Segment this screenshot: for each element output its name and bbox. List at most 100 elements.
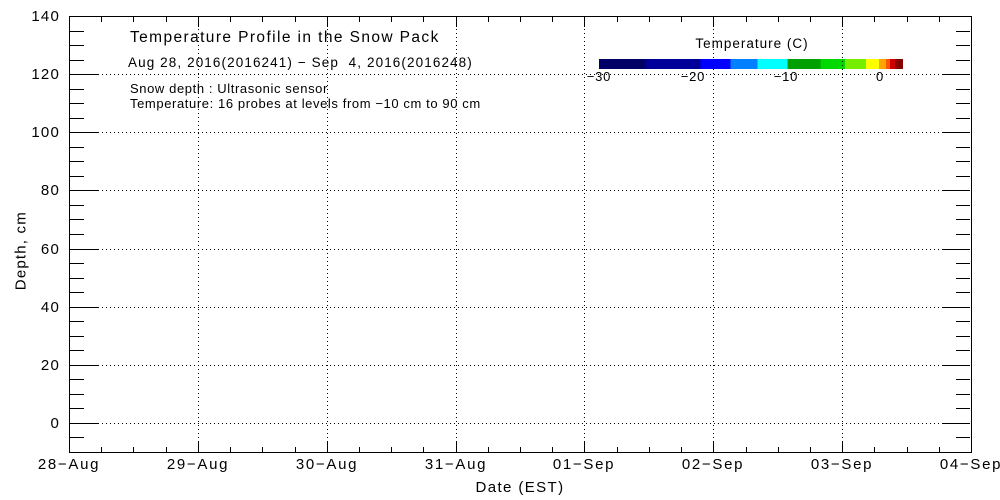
x-axis-title: Date (EST) (475, 479, 565, 496)
y-gridline (70, 132, 970, 133)
x-tick-label: 31−Aug (424, 456, 488, 473)
x-axis-tick (456, 442, 457, 452)
y-minor-tick (70, 263, 84, 264)
y-axis-tick (942, 423, 970, 424)
x-minor-tick (810, 447, 811, 452)
x-gridline (842, 17, 843, 451)
y-minor-tick (956, 45, 970, 46)
x-axis-tick (584, 442, 585, 452)
y-axis-tick (70, 132, 98, 133)
y-axis-tick (942, 132, 970, 133)
x-minor-tick (520, 447, 521, 452)
y-gridline (70, 249, 970, 250)
y-minor-tick (956, 234, 970, 235)
x-gridline (713, 17, 714, 451)
y-minor-tick (70, 205, 84, 206)
y-tick-label: 80 (40, 182, 60, 199)
y-tick-label: 20 (40, 357, 60, 374)
x-minor-tick (101, 17, 102, 22)
x-minor-tick (295, 17, 296, 22)
x-minor-tick (230, 17, 231, 22)
x-tick-label: 03−Sep (810, 456, 874, 473)
y-axis-tick (70, 365, 98, 366)
x-minor-tick (520, 17, 521, 22)
y-minor-tick (956, 336, 970, 337)
y-minor-tick (70, 31, 84, 32)
x-minor-tick (939, 447, 940, 452)
x-axis-tick (69, 17, 70, 27)
y-gridline (70, 74, 970, 75)
x-minor-tick (746, 17, 747, 22)
x-minor-tick (359, 447, 360, 452)
y-minor-tick (956, 205, 970, 206)
x-tick-label: 29−Aug (166, 456, 230, 473)
y-minor-tick (70, 292, 84, 293)
y-axis-tick (942, 307, 970, 308)
x-minor-tick (423, 17, 424, 22)
y-minor-tick (70, 350, 84, 351)
x-axis-tick (971, 442, 972, 452)
x-minor-tick (810, 17, 811, 22)
y-minor-tick (956, 263, 970, 264)
x-axis-tick (327, 442, 328, 452)
y-minor-tick (956, 379, 970, 380)
x-axis-tick (69, 442, 70, 452)
x-minor-tick (874, 447, 875, 452)
y-axis-tick (70, 16, 98, 17)
y-minor-tick (956, 394, 970, 395)
y-axis-tick (942, 74, 970, 75)
x-minor-tick (391, 17, 392, 22)
y-minor-tick (956, 60, 970, 61)
x-minor-tick (166, 17, 167, 22)
y-minor-tick (70, 60, 84, 61)
x-minor-tick (746, 447, 747, 452)
y-gridline (70, 365, 970, 366)
x-minor-tick (488, 447, 489, 452)
x-minor-tick (907, 17, 908, 22)
x-minor-tick (133, 447, 134, 452)
y-tick-label: 60 (40, 241, 60, 258)
y-axis-tick (70, 249, 98, 250)
y-minor-tick (70, 103, 84, 104)
x-tick-label: 28−Aug (37, 456, 101, 473)
y-minor-tick (70, 45, 84, 46)
y-minor-tick (70, 234, 84, 235)
y-minor-tick (70, 118, 84, 119)
y-minor-tick (70, 161, 84, 162)
y-axis-tick (942, 16, 970, 17)
x-minor-tick (166, 447, 167, 452)
y-minor-tick (70, 278, 84, 279)
y-minor-tick (956, 321, 970, 322)
y-minor-tick (956, 118, 970, 119)
x-minor-tick (874, 17, 875, 22)
y-minor-tick (70, 219, 84, 220)
colorbar-tick-label: −10 (773, 69, 799, 84)
x-axis-tick (327, 17, 328, 27)
x-minor-tick (133, 17, 134, 22)
y-minor-tick (70, 176, 84, 177)
x-minor-tick (552, 17, 553, 22)
x-minor-tick (939, 17, 940, 22)
x-minor-tick (423, 447, 424, 452)
y-minor-tick (70, 89, 84, 90)
x-minor-tick (649, 447, 650, 452)
x-minor-tick (907, 447, 908, 452)
colorbar (599, 59, 903, 69)
y-axis-tick (70, 423, 98, 424)
y-minor-tick (70, 379, 84, 380)
colorbar-title: Temperature (C) (695, 36, 809, 51)
x-axis-tick (198, 442, 199, 452)
x-minor-tick (681, 447, 682, 452)
y-tick-label: 120 (31, 66, 60, 83)
y-axis-tick (70, 74, 98, 75)
annotation-snow-depth: Snow depth : Ultrasonic sensor (130, 81, 328, 96)
colorbar-tick-label: −20 (680, 69, 706, 84)
y-tick-label: 0 (50, 415, 60, 432)
colorbar-tick-label: 0 (875, 69, 885, 84)
y-axis-tick (70, 307, 98, 308)
x-gridline (584, 17, 585, 451)
y-minor-tick (70, 336, 84, 337)
x-minor-tick (230, 447, 231, 452)
y-minor-tick (70, 321, 84, 322)
y-minor-tick (956, 437, 970, 438)
